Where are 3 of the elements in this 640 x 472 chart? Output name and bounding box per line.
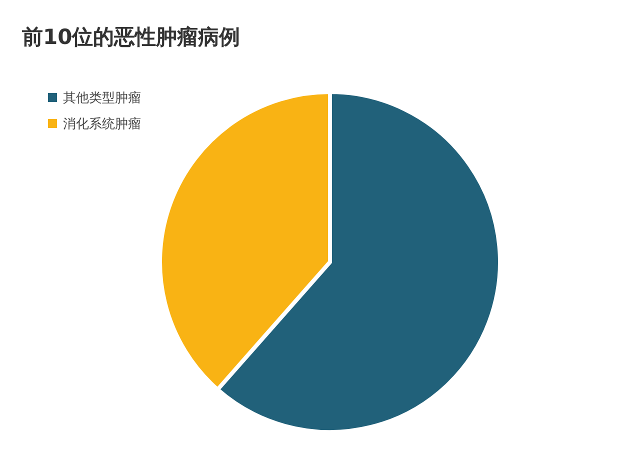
legend-label: 消化系统肿瘤: [63, 116, 141, 132]
chart-title: 前10位的恶性肿瘤病例: [21, 25, 240, 49]
legend-label: 其他类型肿瘤: [63, 90, 141, 106]
